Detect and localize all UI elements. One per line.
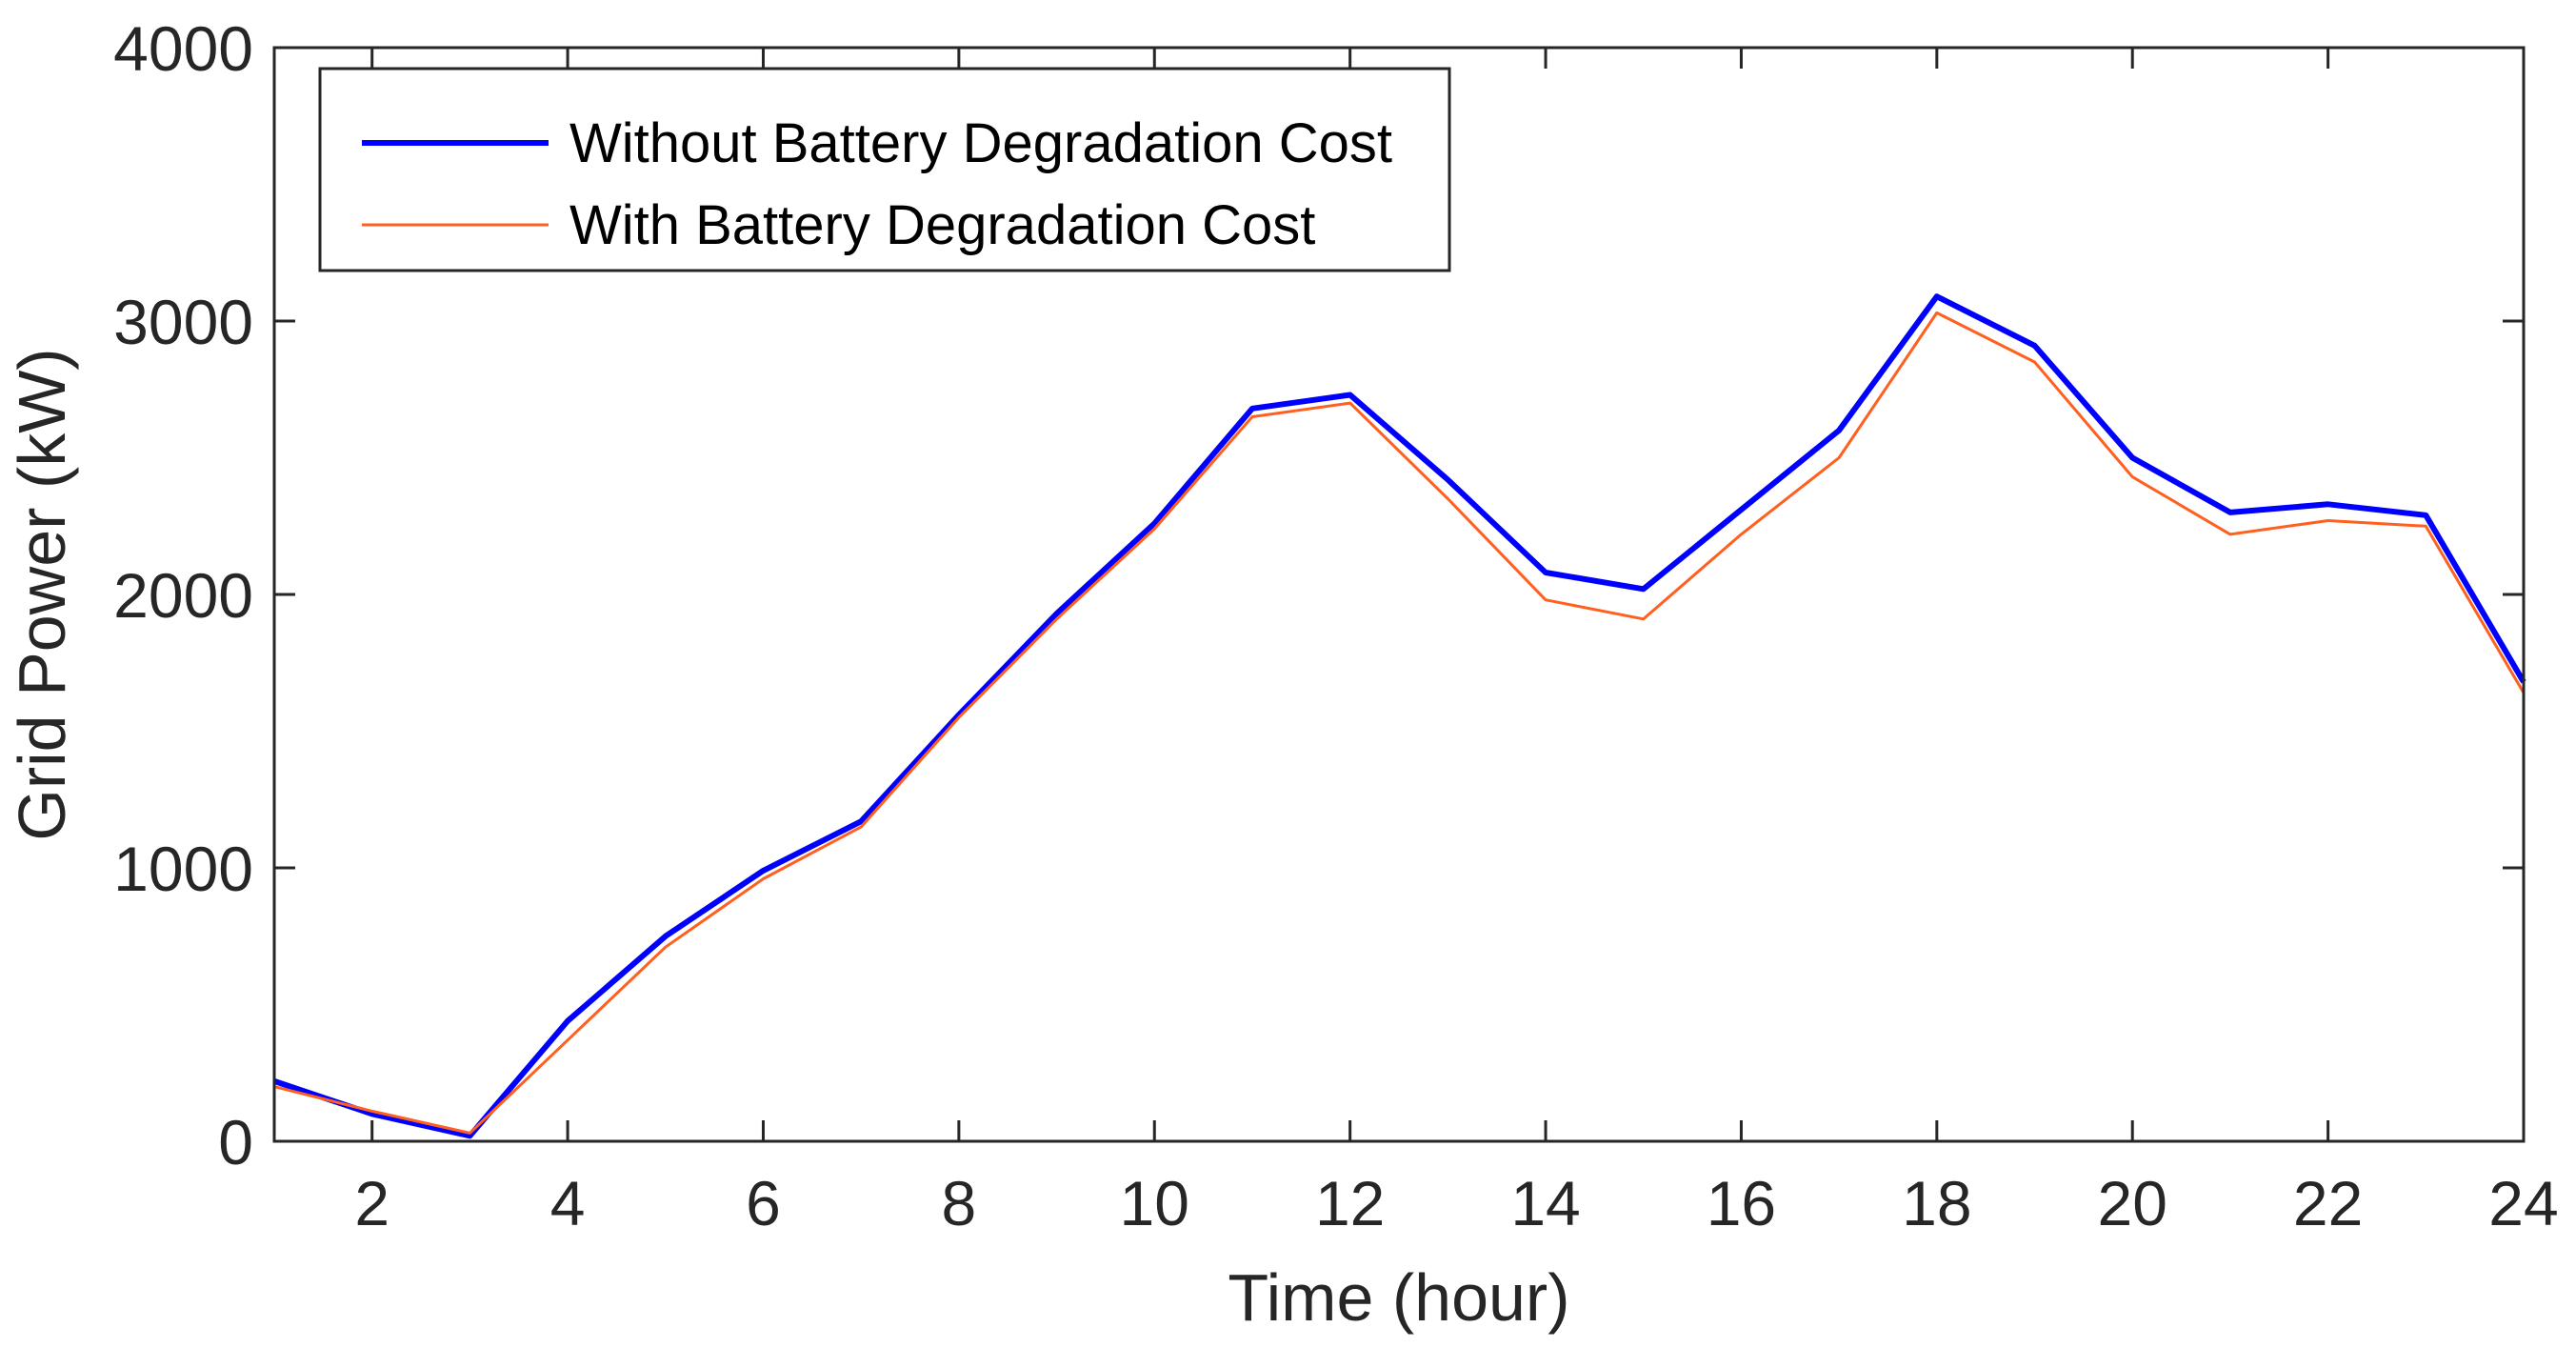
x-tick-label: 16	[1707, 1168, 1776, 1238]
x-tick-label: 14	[1510, 1168, 1580, 1238]
x-tick-label: 18	[1902, 1168, 1971, 1238]
x-tick-label: 22	[2293, 1168, 2363, 1238]
x-tick-label: 12	[1315, 1168, 1385, 1238]
series-line-with-degradation	[273, 311, 2526, 1135]
x-axis-label: Time (hour)	[1228, 1260, 1569, 1335]
x-tick-label: 8	[942, 1168, 977, 1238]
x-tick-label: 20	[2098, 1168, 2167, 1238]
legend-label: Without Battery Degradation Cost	[569, 112, 1392, 174]
x-tick-label: 10	[1120, 1168, 1189, 1238]
legend: Without Battery Degradation Cost With Bat…	[318, 67, 1451, 272]
legend-box	[318, 67, 1451, 272]
series-line-without-degradation	[273, 293, 2526, 1139]
y-tick-label: 0	[218, 1107, 253, 1177]
y-tick-label: 1000	[113, 834, 253, 904]
y-tick-label: 3000	[113, 287, 253, 357]
x-tick-label: 4	[550, 1168, 586, 1238]
legend-label: With Battery Degradation Cost	[569, 194, 1315, 256]
x-tick-label: 6	[746, 1168, 781, 1238]
plot-box	[272, 46, 2526, 1143]
y-axis-label: Grid Power (kW)	[5, 348, 79, 840]
x-tick-label: 2	[354, 1168, 389, 1238]
y-tick-label: 2000	[113, 560, 253, 631]
x-tick-label: 24	[2488, 1168, 2558, 1238]
y-tick-label: 4000	[113, 13, 253, 84]
